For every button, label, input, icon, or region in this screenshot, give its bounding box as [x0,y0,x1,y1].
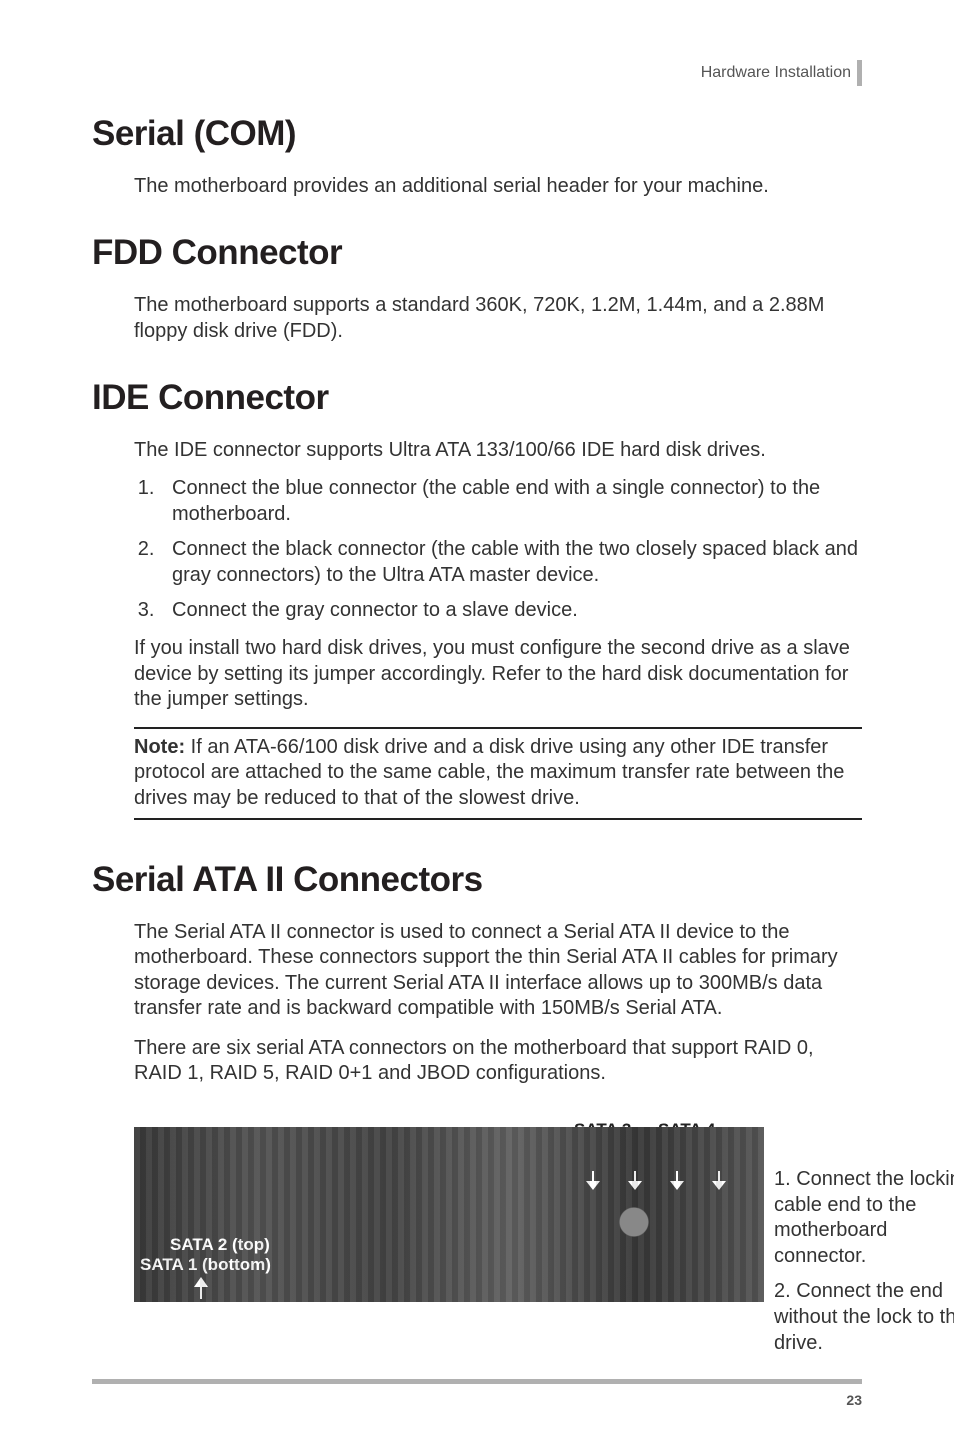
heading-fdd: FDD Connector [92,233,862,273]
sata-side-steps: 1. Connect the locking cable end to the … [774,1167,954,1366]
page-number: 23 [846,1392,862,1408]
heading-ide: IDE Connector [92,378,862,418]
ide-step-1: Connect the blue connector (the cable en… [160,476,862,527]
note-label: Note: [134,736,185,758]
para-ide-after: If you install two hard disk drives, you… [134,636,862,713]
arrow-down-icon [670,1171,684,1190]
label-sata1-bottom: SATA 1 (bottom) [140,1255,271,1275]
ide-step-3: Connect the gray connector to a slave de… [160,598,862,624]
para-ide-intro: The IDE connector supports Ultra ATA 133… [134,438,862,464]
ide-step-2: Connect the black connector (the cable w… [160,537,862,588]
arrow-down-icon [586,1171,600,1190]
label-sata2-top: SATA 2 (top) [170,1235,270,1255]
para-fdd: The motherboard supports a standard 360K… [134,293,862,344]
arrow-up-icon [194,1277,208,1287]
arrow-down-icon [712,1171,726,1190]
para-sata-2: There are six serial ATA connectors on t… [134,1036,862,1087]
para-serial-com: The motherboard provides an additional s… [134,174,862,200]
sata-side-step-2: 2. Connect the end without the lock to t… [774,1279,954,1356]
note-text: If an ATA-66/100 disk drive and a disk d… [134,736,844,809]
sata-figure: SATA 3SATA 4 SATA 6SATA 5 SATA 2 (top) S… [134,1127,862,1302]
heading-sata: Serial ATA II Connectors [92,860,862,900]
footer-rule [92,1379,862,1384]
running-header: Hardware Installation [92,60,862,86]
ide-steps-list: Connect the blue connector (the cable en… [160,476,862,624]
sata-side-step-1: 1. Connect the locking cable end to the … [774,1167,954,1269]
para-sata-1: The Serial ATA II connector is used to c… [134,920,862,1022]
motherboard-photo: SATA 2 (top) SATA 1 (bottom) [134,1127,764,1302]
ide-note-block: Note: If an ATA-66/100 disk drive and a … [134,727,862,820]
heading-serial-com: Serial (COM) [92,114,862,154]
arrow-down-icon [628,1171,642,1190]
sata-arrows-down [586,1171,726,1190]
